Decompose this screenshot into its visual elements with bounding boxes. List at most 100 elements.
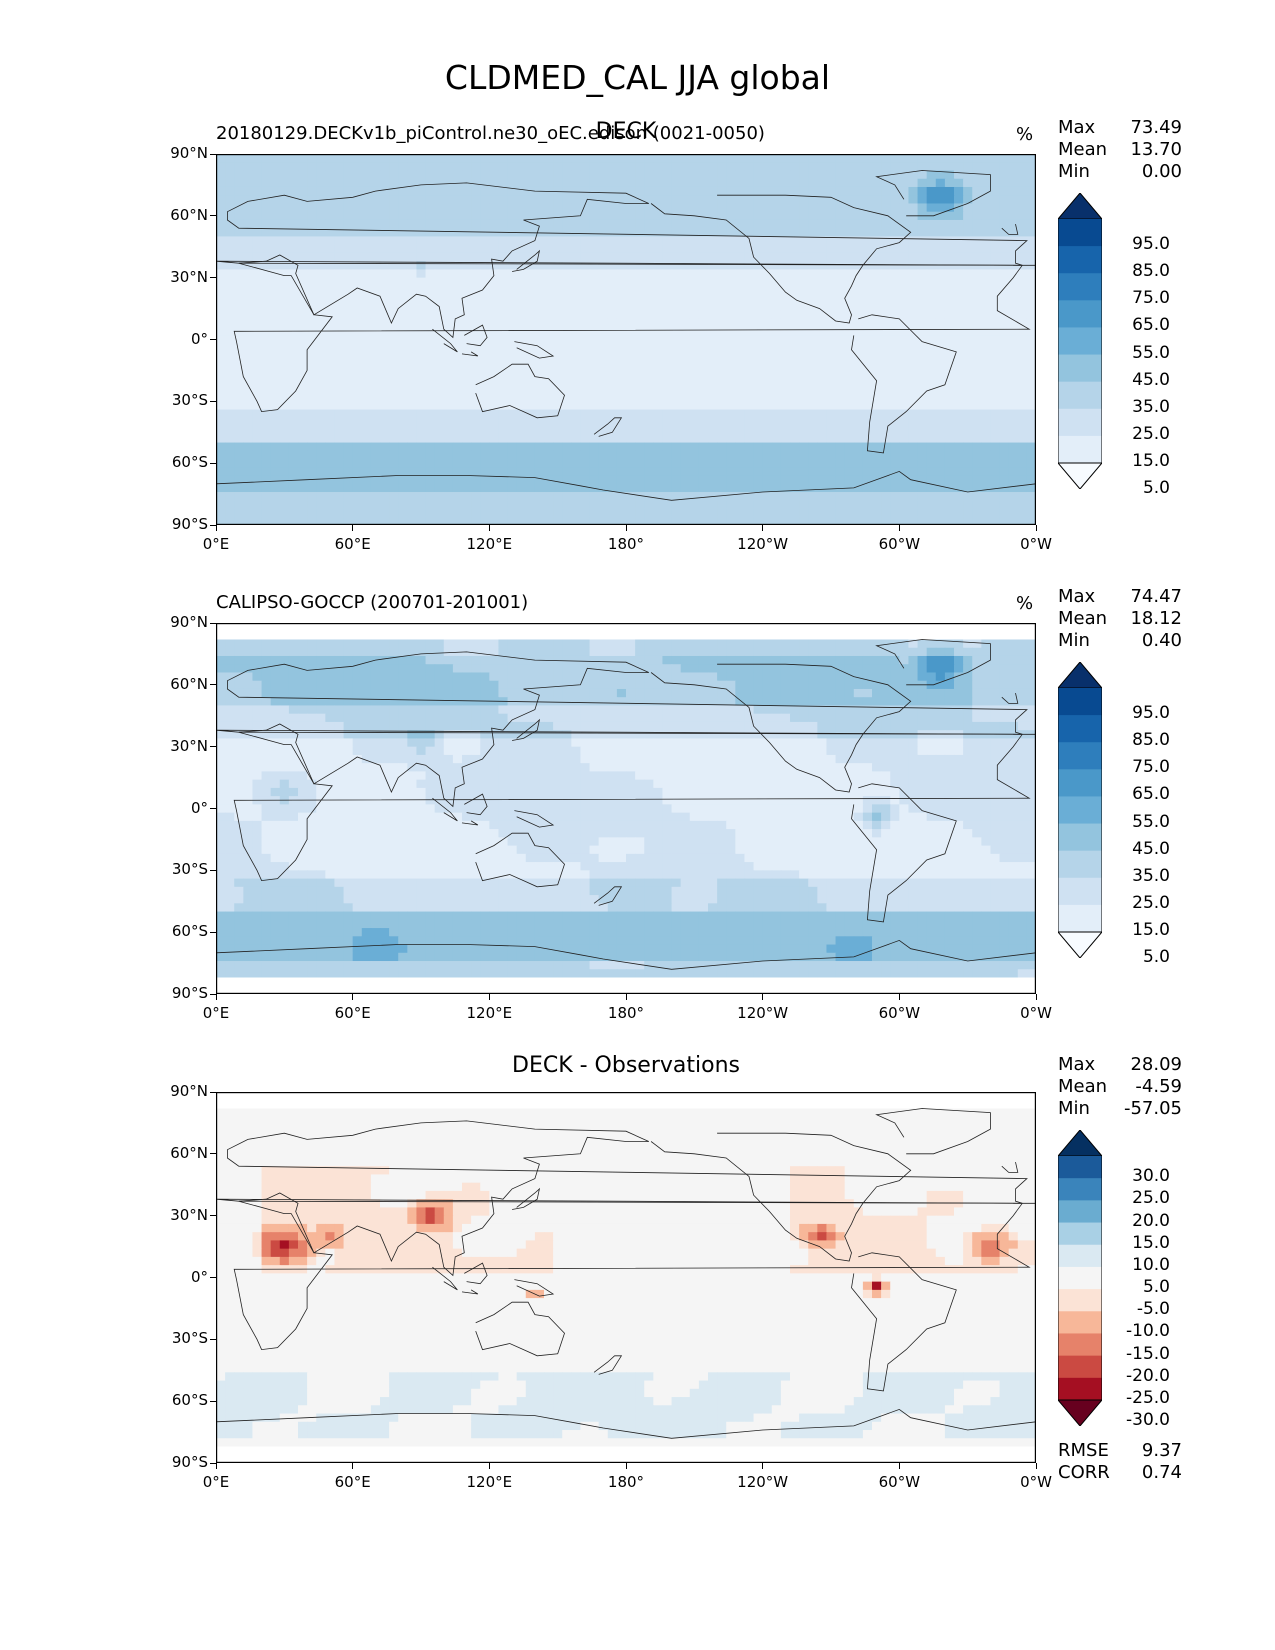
grid-cell: [425, 508, 436, 518]
grid-cell: [698, 294, 709, 303]
grid-cell: [862, 310, 873, 320]
grid-cell: [662, 508, 673, 518]
grid-cell: [981, 655, 992, 665]
grid-cell: [753, 277, 764, 287]
grid-cell: [1008, 475, 1019, 485]
grid-cell: [872, 508, 882, 518]
grid-cell: [963, 186, 973, 196]
grid-cell: [1026, 236, 1036, 246]
grid-cell: [917, 500, 928, 510]
grid-cell: [635, 376, 645, 386]
grid-cell: [316, 500, 326, 510]
grid-cell: [735, 647, 746, 657]
grid-cell: [780, 351, 791, 361]
grid-cell: [516, 368, 527, 378]
grid-cell: [562, 623, 572, 632]
grid-cell: [407, 360, 418, 369]
grid-cell: [370, 343, 381, 353]
grid-cell: [607, 368, 618, 378]
grid-cell: [562, 631, 572, 641]
grid-cell: [644, 294, 654, 303]
grid-cell: [635, 244, 645, 254]
grid-cell: [990, 459, 1001, 468]
grid-cell: [443, 384, 454, 394]
grid-cell: [853, 351, 864, 361]
grid-cell: [935, 277, 946, 287]
grid-cell: [1008, 252, 1019, 262]
grid-cell: [316, 680, 326, 690]
grid-cell: [407, 195, 418, 205]
grid-cell: [826, 195, 837, 205]
grid-cell: [261, 203, 272, 213]
grid-cell: [790, 335, 800, 345]
grid-cell: [908, 302, 919, 312]
grid-cell: [471, 195, 481, 205]
grid-cell: [279, 426, 290, 435]
grid-cell: [890, 368, 900, 378]
grid-cell: [954, 655, 964, 665]
grid-cell: [826, 178, 837, 188]
grid-cell: [571, 186, 582, 196]
grid-cell: [744, 318, 755, 328]
grid-cell: [799, 310, 809, 320]
grid-cell: [990, 170, 1001, 180]
grid-cell: [480, 623, 490, 632]
grid-cell: [826, 310, 837, 320]
grid-cell: [726, 154, 736, 163]
grid-cell: [279, 688, 290, 698]
grid-cell: [917, 672, 928, 682]
grid-cell: [343, 335, 354, 345]
grid-cell: [616, 360, 627, 369]
grid-cell: [480, 203, 490, 213]
grid-cell: [234, 688, 244, 698]
grid-cell: [307, 492, 317, 501]
grid-cell: [1017, 195, 1028, 205]
grid-cell: [653, 261, 664, 271]
grid-cell: [389, 483, 399, 493]
grid-cell: [817, 409, 828, 419]
grid-cell: [662, 500, 673, 510]
grid-cell: [771, 162, 782, 172]
grid-cell: [644, 154, 654, 163]
grid-cell: [589, 162, 600, 172]
grid-cell: [616, 492, 627, 501]
grid-cell: [1026, 154, 1036, 163]
grid-cell: [872, 343, 882, 353]
grid-cell: [216, 434, 226, 444]
panel-1-title: DECK: [595, 119, 657, 144]
grid-cell: [1026, 269, 1036, 279]
grid-cell: [316, 434, 326, 444]
grid-cell: [881, 211, 891, 221]
grid-cell: [562, 154, 572, 163]
grid-cell: [908, 327, 919, 336]
grid-cell: [790, 442, 800, 452]
grid-cell: [1017, 335, 1028, 345]
grid-cell: [698, 219, 709, 229]
grid-cell: [544, 442, 554, 452]
grid-cell: [817, 401, 828, 411]
grid-cell: [753, 261, 764, 271]
grid-cell: [434, 162, 445, 172]
grid-cell: [507, 186, 518, 196]
grid-cell: [544, 244, 554, 254]
grid-cell: [307, 434, 317, 444]
grid-cell: [370, 261, 381, 271]
grid-cell: [334, 203, 345, 213]
figure-title: CLDMED_CAL JJA global: [444, 58, 831, 97]
grid-cell: [443, 672, 454, 682]
grid-cell: [334, 154, 345, 163]
grid-cell: [580, 450, 591, 460]
grid-cell: [598, 236, 609, 246]
grid-cell: [908, 178, 919, 188]
grid-cell: [662, 269, 673, 279]
grid-cell: [689, 310, 700, 320]
grid-cell: [325, 228, 336, 238]
grid-cell: [434, 672, 445, 682]
grid-cell: [735, 426, 746, 435]
grid-cell: [771, 269, 782, 279]
grid-cell: [762, 639, 773, 649]
grid-cell: [225, 236, 235, 246]
grid-cell: [808, 360, 818, 369]
grid-cell: [735, 672, 746, 682]
grid-cell: [1008, 327, 1019, 336]
